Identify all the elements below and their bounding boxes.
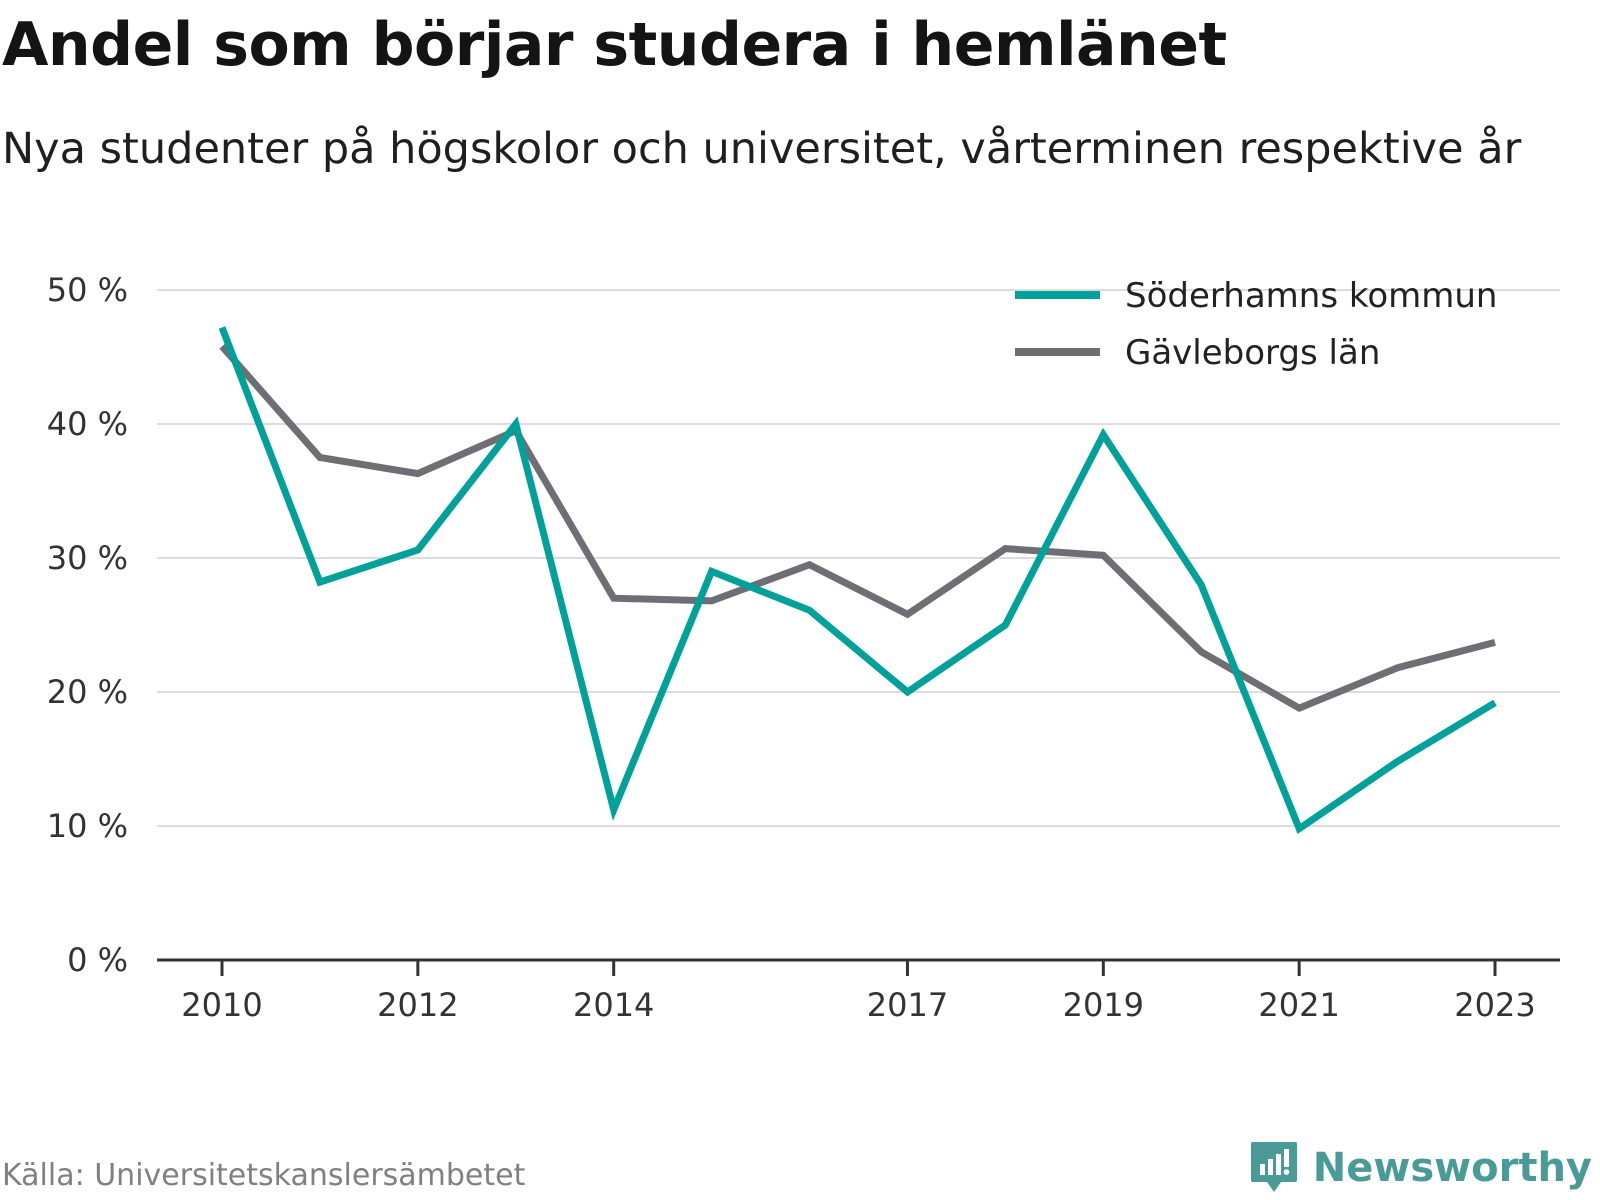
legend: Söderhamns kommun Gävleborgs län	[1015, 276, 1497, 373]
legend-label: Söderhamns kommun	[1125, 276, 1497, 316]
x-tick-label: 2010	[181, 986, 262, 1024]
chart-title: Andel som börjar studera i hemlänet	[2, 10, 1227, 80]
grid-lines	[157, 289, 1560, 827]
y-axis-ticks: 0 % 10 % 20 % 30 % 40 % 50 %	[47, 271, 128, 979]
brand-name: Newsworthy	[1312, 1145, 1592, 1191]
y-tick-label: 30 %	[47, 539, 128, 577]
chart-subtitle: Nya studenter på högskolor och universit…	[2, 124, 1522, 174]
legend-label: Gävleborgs län	[1125, 333, 1380, 373]
x-tick-label: 2014	[573, 986, 654, 1024]
x-tick-label: 2023	[1454, 986, 1535, 1024]
y-tick-label: 50 %	[47, 271, 128, 309]
source-note: Källa: Universitetskanslersämbetet	[2, 1158, 526, 1193]
y-tick-label: 0 %	[67, 941, 128, 979]
series-lines	[218, 326, 1497, 835]
x-tick-label: 2017	[867, 986, 948, 1024]
x-tick-label: 2021	[1258, 986, 1339, 1024]
x-tick-label: 2019	[1063, 986, 1144, 1024]
series-line-soderhamns-kommun	[218, 326, 1497, 835]
newsworthy-logo-icon	[1250, 1142, 1297, 1192]
y-tick-label: 20 %	[47, 673, 128, 711]
y-tick-label: 10 %	[47, 807, 128, 845]
x-tick-label: 2012	[377, 986, 458, 1024]
brand-logo: Newsworthy	[1249, 1140, 1592, 1196]
x-axis: 2010 2012 2014 2017 2019 2021 2023	[157, 958, 1560, 1024]
y-tick-label: 40 %	[47, 405, 128, 443]
series-line-gavleborgs-lan	[219, 343, 1496, 712]
